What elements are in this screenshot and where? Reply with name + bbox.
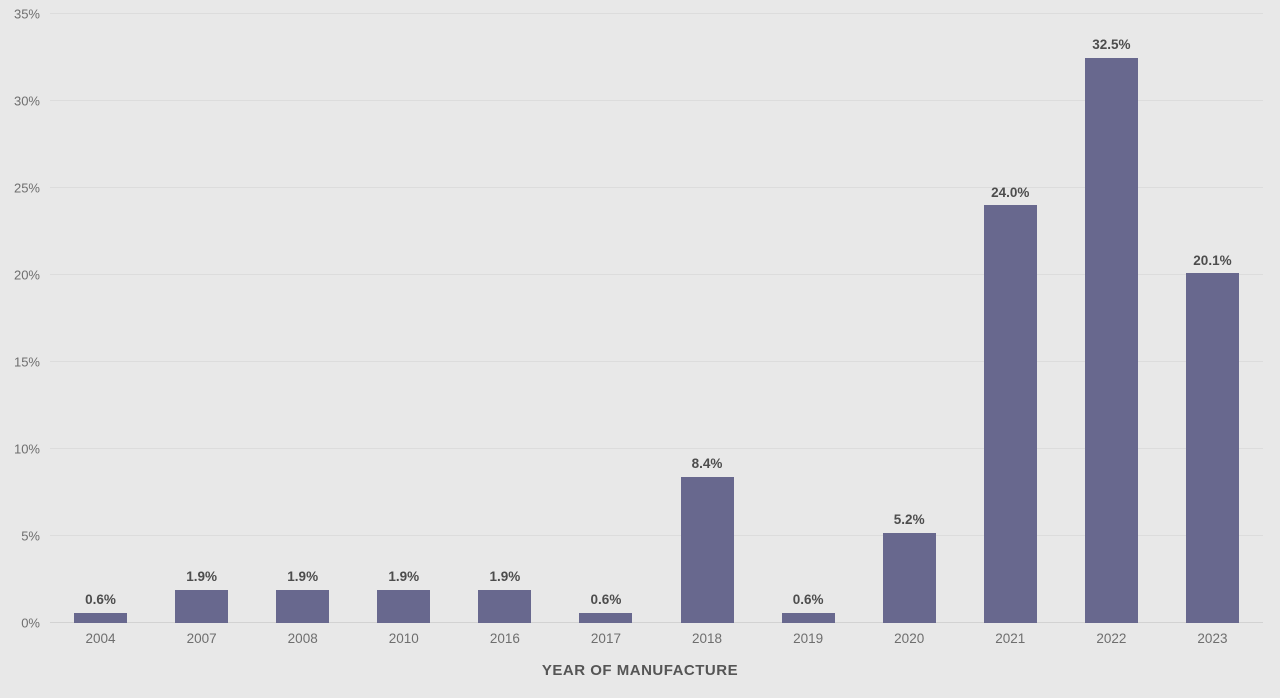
bar-value-label: 1.9% [287, 569, 319, 585]
bar-slot: 0.6% 2017 [555, 14, 656, 645]
x-tick-label: 2019 [793, 631, 824, 646]
x-tick-label: 2021 [995, 631, 1026, 646]
bar [983, 205, 1037, 623]
bar-value-label: 8.4% [691, 456, 723, 472]
y-tick-label: 10% [13, 441, 40, 457]
bar [74, 612, 128, 623]
x-tick-label: 2016 [489, 631, 520, 646]
bar-value-label: 20.1% [1193, 252, 1232, 268]
y-tick-label: 25% [13, 180, 40, 196]
y-tick-label: 15% [13, 354, 40, 370]
bar-value-label: 1.9% [388, 569, 420, 585]
bar [781, 612, 835, 623]
x-tick-label: 2020 [894, 631, 925, 646]
bar-slot: 0.6% 2019 [758, 14, 859, 645]
bar-value-label: 1.9% [186, 569, 217, 585]
bar [882, 532, 936, 623]
x-tick-label: 2018 [692, 631, 723, 646]
plot-area: 0% 5% 10% 15% 20% 25% 30% 35% 0.6% 2004 1.9% 2007 1.… [14, 8, 1263, 645]
bar-slot: 1.9% 2010 [353, 14, 454, 645]
y-tick-label: 35% [13, 6, 40, 22]
bar-slot: 1.9% 2016 [454, 14, 555, 645]
x-tick-label: 2008 [287, 631, 318, 646]
gridline [50, 448, 1263, 449]
y-tick-label: 30% [13, 93, 40, 109]
bar-slot: 0.6% 2004 [50, 14, 151, 645]
x-tick-label: 2004 [85, 631, 116, 646]
bar-value-label: 1.9% [489, 569, 521, 585]
bar-value-label: 0.6% [792, 592, 824, 608]
bar [680, 476, 734, 623]
bar-value-label: 5.2% [893, 512, 925, 528]
bar [276, 589, 330, 623]
y-tick-label: 5% [21, 528, 40, 544]
bar [579, 612, 633, 623]
x-axis-title: YEAR OF MANUFACTURE [541, 662, 739, 679]
gridline [50, 100, 1263, 101]
x-tick-label: 2022 [1096, 631, 1127, 646]
gridline [50, 535, 1263, 536]
bar-slot: 20.1% 2023 [1162, 14, 1263, 645]
gridline [50, 274, 1263, 275]
bar [478, 589, 532, 623]
bar-value-label: 0.6% [590, 592, 622, 608]
bar-value-label: 32.5% [1092, 37, 1131, 53]
x-tick-label: 2017 [590, 631, 621, 646]
gridline [50, 361, 1263, 362]
bar-slot: 32.5% 2022 [1061, 14, 1162, 645]
bar [1084, 57, 1138, 623]
bar [175, 589, 229, 623]
bar-slot: 24.0% 2021 [960, 14, 1061, 645]
x-tick-label: 2007 [186, 631, 217, 646]
bar-value-label: 24.0% [991, 184, 1030, 200]
bar-slot: 8.4% 2018 [657, 14, 758, 645]
bar [1185, 273, 1239, 623]
gridline [50, 187, 1263, 188]
y-tick-label: 20% [13, 267, 40, 283]
x-tick-label: 2023 [1197, 631, 1228, 646]
gridline [50, 13, 1263, 14]
x-axis-baseline [50, 622, 1263, 623]
bar-value-label: 0.6% [85, 592, 116, 608]
bar-slot: 5.2% 2020 [859, 14, 960, 645]
bar [377, 589, 431, 623]
bar-slot: 1.9% 2008 [252, 14, 353, 645]
bar-slot: 1.9% 2007 [151, 14, 252, 645]
x-tick-label: 2010 [388, 631, 419, 646]
y-tick-label: 0% [21, 615, 40, 631]
